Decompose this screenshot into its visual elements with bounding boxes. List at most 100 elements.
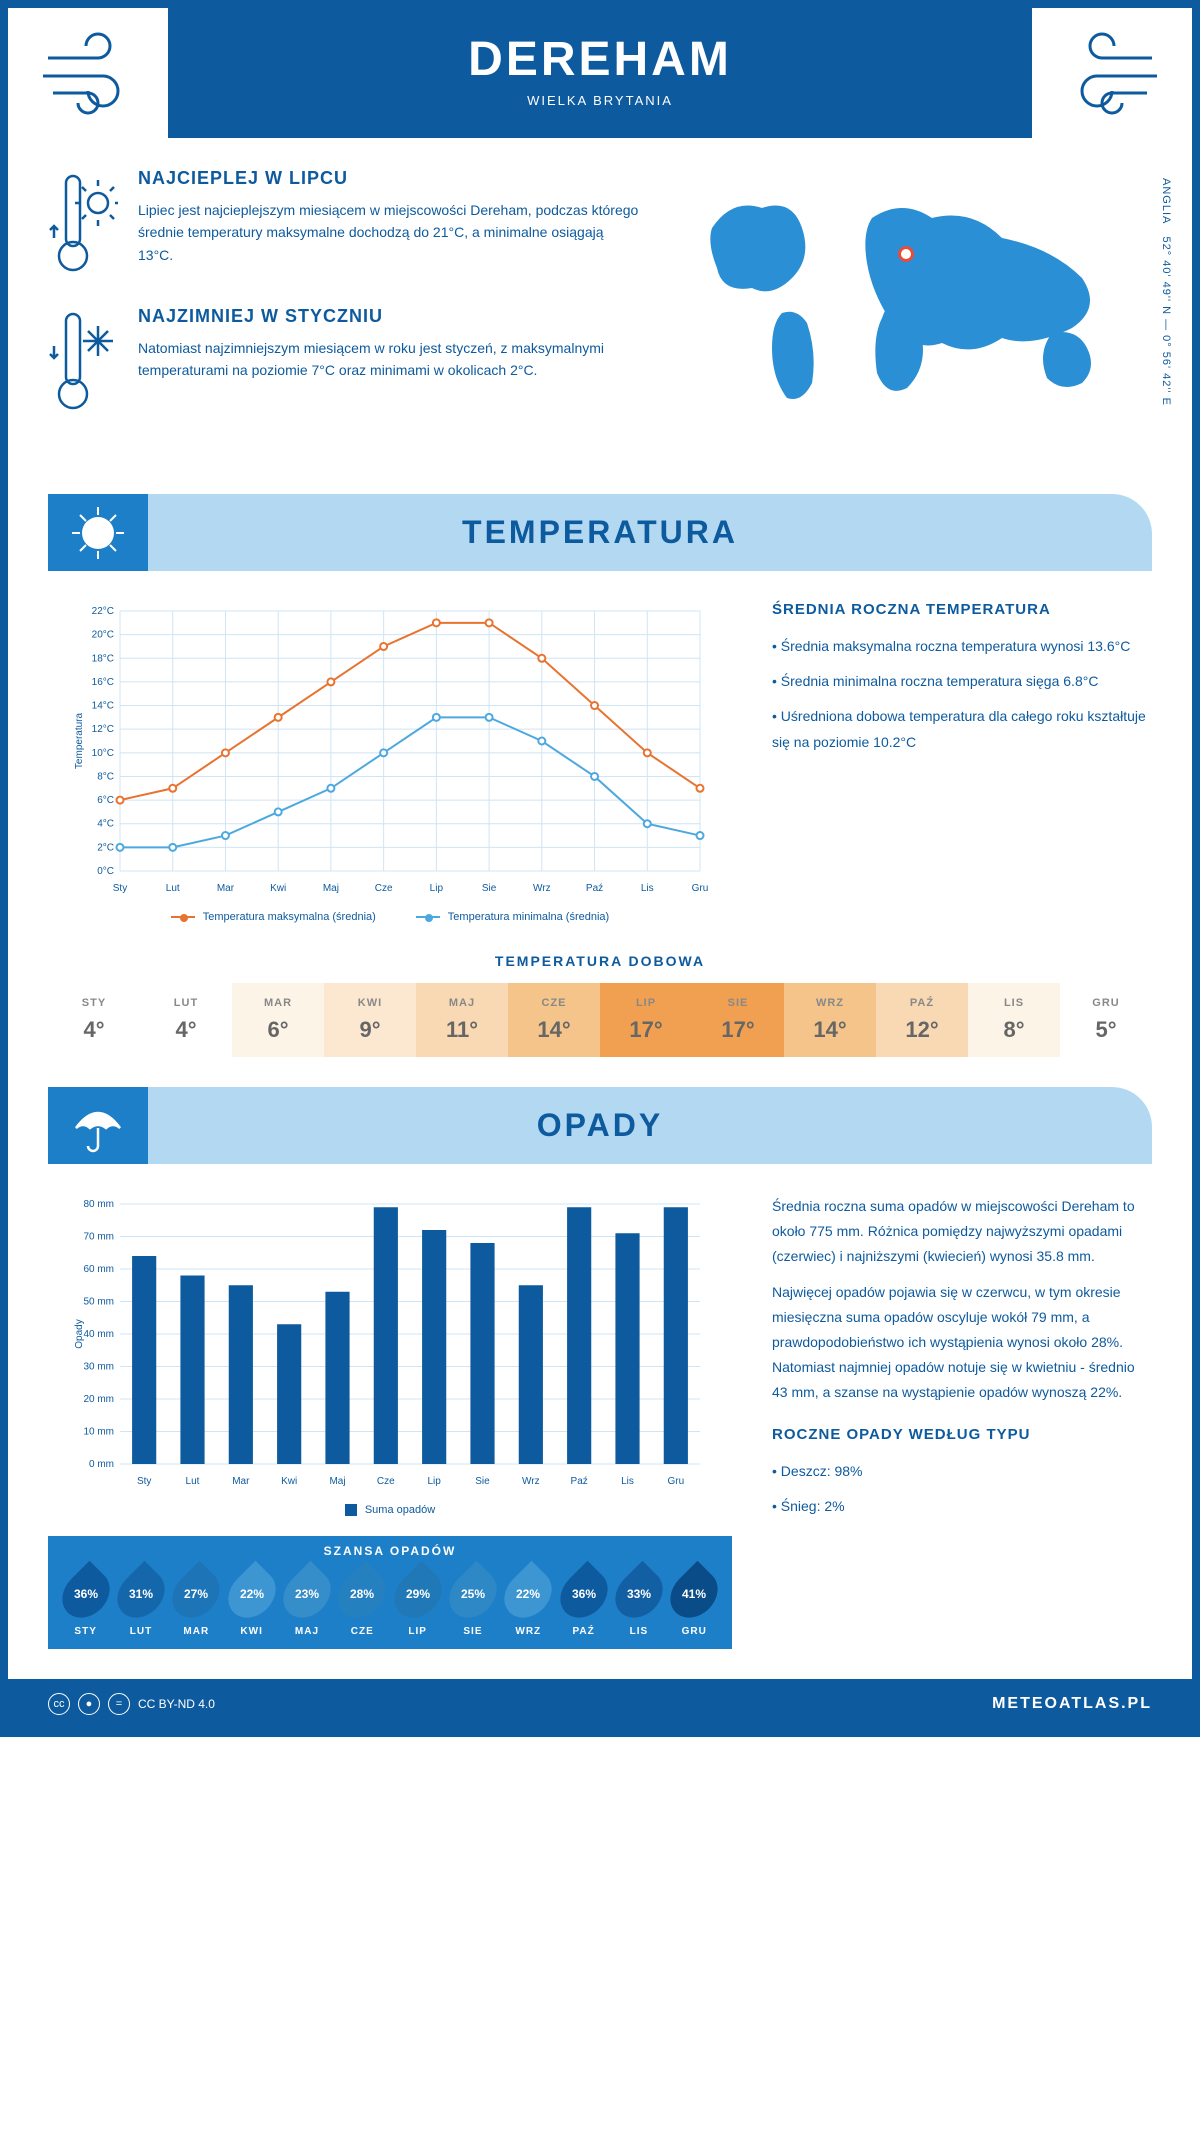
svg-text:70 mm: 70 mm	[83, 1232, 114, 1243]
nd-icon: =	[108, 1693, 130, 1715]
svg-text:30 mm: 30 mm	[83, 1362, 114, 1373]
warmest-text: Lipiec jest najcieplejszym miesiącem w m…	[138, 199, 642, 266]
precip-chance-panel: SZANSA OPADÓW 36%STY31%LUT27%MAR22%KWI23…	[48, 1536, 732, 1649]
precip-drop: 22%WRZ	[507, 1568, 549, 1637]
temp-cell: SIE17°	[692, 983, 784, 1057]
svg-text:10 mm: 10 mm	[83, 1427, 114, 1438]
precip-drop: 23%MAJ	[286, 1568, 328, 1637]
annual-temp-b3: • Uśredniona dobowa temperatura dla całe…	[772, 704, 1152, 754]
svg-text:20 mm: 20 mm	[83, 1394, 114, 1405]
svg-text:0°C: 0°C	[97, 866, 114, 877]
temperature-banner: TEMPERATURA	[48, 494, 1152, 571]
temp-cell: CZE14°	[508, 983, 600, 1057]
svg-text:Sie: Sie	[482, 883, 497, 894]
temperature-line-chart: 0°C2°C4°C6°C8°C10°C12°C14°C16°C18°C20°C2…	[48, 601, 732, 901]
svg-text:Kwi: Kwi	[281, 1476, 297, 1487]
temp-cell: GRU5°	[1060, 983, 1152, 1057]
temp-cell: LIS8°	[968, 983, 1060, 1057]
svg-text:Wrz: Wrz	[533, 883, 551, 894]
svg-text:14°C: 14°C	[92, 701, 114, 712]
svg-text:Lut: Lut	[186, 1476, 200, 1487]
svg-text:60 mm: 60 mm	[83, 1264, 114, 1275]
annual-temp-b2: • Średnia minimalna roczna temperatura s…	[772, 669, 1152, 694]
svg-text:18°C: 18°C	[92, 653, 114, 664]
precip-p2: Najwięcej opadów pojawia się w czerwcu, …	[772, 1280, 1152, 1406]
svg-text:40 mm: 40 mm	[83, 1329, 114, 1340]
wind-icon-left	[38, 28, 148, 118]
svg-text:Sty: Sty	[137, 1476, 151, 1487]
coldest-block: NAJZIMNIEJ W STYCZNIU Natomiast najzimni…	[48, 306, 642, 416]
svg-text:Kwi: Kwi	[270, 883, 286, 894]
svg-text:Gru: Gru	[692, 883, 709, 894]
precip-drop: 31%LUT	[120, 1568, 162, 1637]
temperature-title: TEMPERATURA	[48, 514, 1152, 551]
svg-text:Gru: Gru	[667, 1476, 684, 1487]
svg-text:Sie: Sie	[475, 1476, 490, 1487]
svg-text:Mar: Mar	[217, 883, 235, 894]
daily-temp-table: STY4°LUT4°MAR6°KWI9°MAJ11°CZE14°LIP17°SI…	[48, 983, 1152, 1057]
svg-text:Paź: Paź	[586, 883, 603, 894]
svg-text:Cze: Cze	[377, 1476, 395, 1487]
precip-p1: Średnia roczna suma opadów w miejscowośc…	[772, 1194, 1152, 1270]
svg-text:6°C: 6°C	[97, 795, 114, 806]
license-text: CC BY-ND 4.0	[138, 1697, 215, 1711]
svg-text:50 mm: 50 mm	[83, 1297, 114, 1308]
svg-text:Opady: Opady	[74, 1319, 85, 1348]
svg-text:Mar: Mar	[232, 1476, 250, 1487]
svg-text:Sty: Sty	[113, 883, 127, 894]
coldest-title: NAJZIMNIEJ W STYCZNIU	[138, 306, 642, 327]
temp-cell: LUT4°	[140, 983, 232, 1057]
precip-type-b1: • Deszcz: 98%	[772, 1459, 1152, 1484]
precip-banner: OPADY	[48, 1087, 1152, 1164]
precip-drop: 28%CZE	[341, 1568, 383, 1637]
svg-text:Cze: Cze	[375, 883, 393, 894]
svg-text:Maj: Maj	[329, 1476, 345, 1487]
precip-chart-legend: Suma opadów	[48, 1504, 732, 1516]
thermometer-cold-icon	[48, 306, 118, 416]
svg-text:Lip: Lip	[430, 883, 444, 894]
warmest-title: NAJCIEPLEJ W LIPCU	[138, 168, 642, 189]
svg-text:Paź: Paź	[571, 1476, 588, 1487]
page-footer: cc ● = CC BY-ND 4.0 METEOATLAS.PL	[8, 1679, 1192, 1729]
svg-text:4°C: 4°C	[97, 819, 114, 830]
temp-cell: STY4°	[48, 983, 140, 1057]
footer-brand: METEOATLAS.PL	[992, 1695, 1152, 1713]
warmest-block: NAJCIEPLEJ W LIPCU Lipiec jest najcieple…	[48, 168, 642, 278]
by-icon: ●	[78, 1693, 100, 1715]
temp-cell: WRZ14°	[784, 983, 876, 1057]
annual-temp-title: ŚREDNIA ROCZNA TEMPERATURA	[772, 601, 1152, 618]
country-subtitle: WIELKA BRYTANIA	[168, 93, 1032, 108]
precip-drop: 41%GRU	[673, 1568, 715, 1637]
svg-text:16°C: 16°C	[92, 677, 114, 688]
svg-text:22°C: 22°C	[92, 606, 114, 617]
temp-cell: PAŹ12°	[876, 983, 968, 1057]
precip-type-b2: • Śnieg: 2%	[772, 1494, 1152, 1519]
svg-text:Lis: Lis	[621, 1476, 634, 1487]
precip-type-title: ROCZNE OPADY WEDŁUG TYPU	[772, 1426, 1152, 1443]
coordinates-text: ANGLIA 52° 40' 49'' N — 0° 56' 42'' E	[1160, 178, 1172, 406]
svg-text:Wrz: Wrz	[522, 1476, 540, 1487]
precip-chance-title: SZANSA OPADÓW	[48, 1544, 732, 1558]
cc-icon: cc	[48, 1693, 70, 1715]
svg-text:8°C: 8°C	[97, 771, 114, 782]
svg-text:Lut: Lut	[166, 883, 180, 894]
svg-text:Lis: Lis	[641, 883, 654, 894]
temp-cell: MAJ11°	[416, 983, 508, 1057]
location-marker	[898, 246, 914, 262]
svg-text:10°C: 10°C	[92, 748, 114, 759]
wind-icon-right	[1052, 28, 1162, 118]
temp-cell: KWI9°	[324, 983, 416, 1057]
svg-text:80 mm: 80 mm	[83, 1199, 114, 1210]
page-header: DEREHAM WIELKA BRYTANIA	[168, 8, 1032, 138]
precip-bar-chart: 0 mm10 mm20 mm30 mm40 mm50 mm60 mm70 mm8…	[48, 1194, 732, 1494]
city-title: DEREHAM	[168, 32, 1032, 87]
temp-cell: LIP17°	[600, 983, 692, 1057]
world-map: ANGLIA 52° 40' 49'' N — 0° 56' 42'' E	[672, 168, 1152, 444]
temp-chart-legend: Temperatura maksymalna (średnia) Tempera…	[48, 911, 732, 923]
thermometer-hot-icon	[48, 168, 118, 278]
precip-title: OPADY	[48, 1107, 1152, 1144]
precip-drop: 29%LIP	[397, 1568, 439, 1637]
svg-text:Lip: Lip	[427, 1476, 441, 1487]
precip-drop: 36%STY	[65, 1568, 107, 1637]
umbrella-icon	[68, 1096, 128, 1156]
